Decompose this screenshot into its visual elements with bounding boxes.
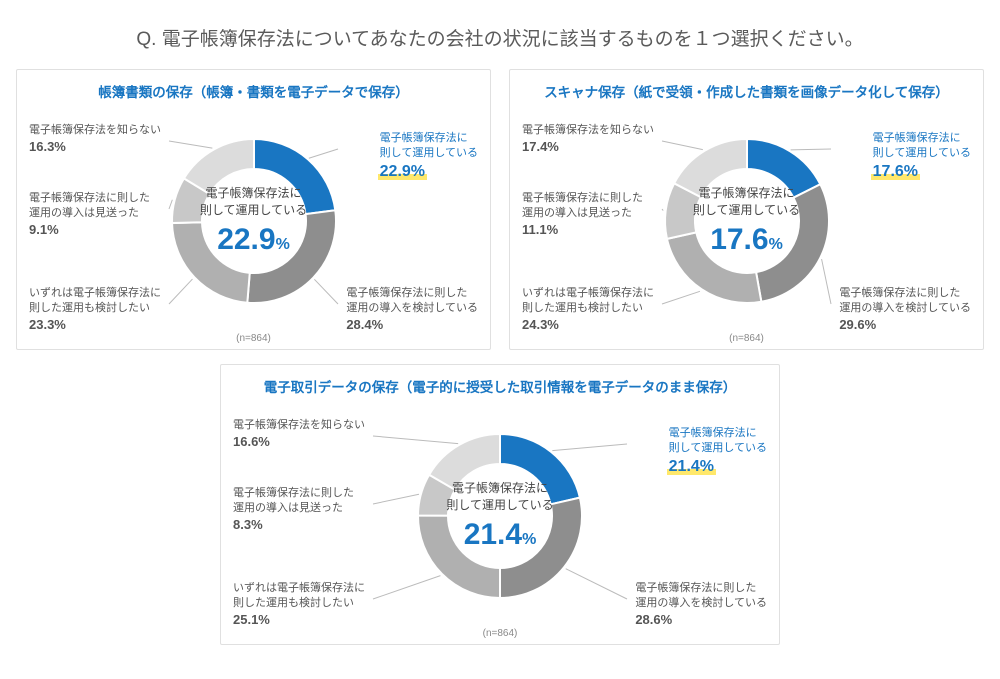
center-label: 電子帳簿保存法に則して運用している	[184, 186, 324, 220]
callout: いずれは電子帳簿保存法に則した運用も検討したい24.3%	[522, 286, 654, 333]
callout: 電子帳簿保存法に則した運用の導入は見送った9.1%	[29, 191, 150, 238]
center-label: 電子帳簿保存法に則して運用している	[430, 481, 570, 515]
callout: 電子帳簿保存法に則した運用の導入は見送った8.3%	[233, 486, 354, 533]
callout-value: 24.3%	[522, 316, 654, 334]
callout-label: いずれは電子帳簿保存法に則した運用も検討したい	[233, 581, 365, 611]
callout: 電子帳簿保存法に則した運用の導入を検討している28.6%	[635, 581, 767, 628]
callout-label: いずれは電子帳簿保存法に則した運用も検討したい	[522, 286, 654, 316]
sample-size: (n=864)	[483, 628, 518, 639]
callout-value: 16.6%	[233, 433, 365, 451]
sample-size: (n=864)	[236, 333, 271, 344]
chart-title: スキャナ保存（紙で受領・作成した書類を画像データ化して保存）	[510, 70, 983, 111]
callout-value: 11.1%	[522, 221, 643, 239]
callout-label: 電子帳簿保存法を知らない	[29, 123, 161, 138]
callout-label: 電子帳簿保存法に則した運用の導入を検討している	[635, 581, 767, 611]
callout: いずれは電子帳簿保存法に則した運用も検討したい23.3%	[29, 286, 161, 333]
callout-label: 電子帳簿保存法に則した運用の導入を検討している	[346, 286, 478, 316]
callout: 電子帳簿保存法に則して運用している22.9%	[380, 131, 478, 182]
callout-label: 電子帳簿保存法に則した運用の導入を検討している	[839, 286, 971, 316]
sample-size: (n=864)	[729, 333, 764, 344]
callout-label: 電子帳簿保存法に則した運用の導入は見送った	[233, 486, 354, 516]
center-value: 21.4%	[430, 518, 570, 552]
callout-value: 28.4%	[346, 316, 478, 334]
donut-center: 電子帳簿保存法に則して運用している21.4%	[430, 481, 570, 553]
callout-label: 電子帳簿保存法を知らない	[522, 123, 654, 138]
center-value: 22.9%	[184, 223, 324, 257]
donut-center: 電子帳簿保存法に則して運用している17.6%	[677, 186, 817, 258]
callout-value: 9.1%	[29, 221, 150, 239]
donut-center: 電子帳簿保存法に則して運用している22.9%	[184, 186, 324, 258]
callout: 電子帳簿保存法に則した運用の導入は見送った11.1%	[522, 191, 643, 238]
callout-value: 28.6%	[635, 611, 767, 629]
callout-value: 8.3%	[233, 516, 354, 534]
question-title: Q. 電子帳簿保存法についてあなたの会社の状況に該当するものを１つ選択ください。	[0, 0, 1000, 69]
chart-box: スキャナ保存（紙で受領・作成した書類を画像データ化して保存） 電子帳簿保存法に則し…	[509, 69, 984, 350]
callout: 電子帳簿保存法に則して運用している21.4%	[669, 426, 767, 477]
callout: いずれは電子帳簿保存法に則した運用も検討したい25.1%	[233, 581, 365, 628]
callout-value: 25.1%	[233, 611, 365, 629]
callout-label: 電子帳簿保存法に則した運用の導入は見送った	[522, 191, 643, 221]
chart-body: 電子帳簿保存法に則して運用している21.4%(n=864)電子帳簿保存法に則して…	[221, 406, 779, 636]
callout-value: 22.9%	[380, 161, 425, 183]
chart-body: 電子帳簿保存法に則して運用している17.6%(n=864)電子帳簿保存法に則して…	[510, 111, 983, 341]
callout: 電子帳簿保存法を知らない17.4%	[522, 123, 654, 155]
callout-label: 電子帳簿保存法に則して運用している	[669, 426, 767, 456]
callout-label: 電子帳簿保存法に則して運用している	[873, 131, 971, 161]
callout: 電子帳簿保存法に則した運用の導入を検討している29.6%	[839, 286, 971, 333]
callout: 電子帳簿保存法を知らない16.6%	[233, 418, 365, 450]
chart-box: 電子取引データの保存（電子的に授受した取引情報を電子データのまま保存） 電子帳簿保…	[220, 364, 780, 645]
chart-body: 電子帳簿保存法に則して運用している22.9%(n=864)電子帳簿保存法に則して…	[17, 111, 490, 341]
chart-row-1: 帳簿書類の保存（帳簿・書類を電子データで保存） 電子帳簿保存法に則して運用している…	[0, 69, 1000, 350]
callout: 電子帳簿保存法に則して運用している17.6%	[873, 131, 971, 182]
callout: 電子帳簿保存法に則した運用の導入を検討している28.4%	[346, 286, 478, 333]
callout-value: 21.4%	[669, 456, 714, 478]
center-label: 電子帳簿保存法に則して運用している	[677, 186, 817, 220]
callout: 電子帳簿保存法を知らない16.3%	[29, 123, 161, 155]
chart-row-2: 電子取引データの保存（電子的に授受した取引情報を電子データのまま保存） 電子帳簿保…	[0, 364, 1000, 645]
callout-value: 29.6%	[839, 316, 971, 334]
callout-label: いずれは電子帳簿保存法に則した運用も検討したい	[29, 286, 161, 316]
callout-value: 23.3%	[29, 316, 161, 334]
chart-title: 電子取引データの保存（電子的に授受した取引情報を電子データのまま保存）	[221, 365, 779, 406]
callout-value: 16.3%	[29, 138, 161, 156]
callout-value: 17.6%	[873, 161, 918, 183]
callout-value: 17.4%	[522, 138, 654, 156]
callout-label: 電子帳簿保存法を知らない	[233, 418, 365, 433]
callout-label: 電子帳簿保存法に則して運用している	[380, 131, 478, 161]
chart-box: 帳簿書類の保存（帳簿・書類を電子データで保存） 電子帳簿保存法に則して運用している…	[16, 69, 491, 350]
chart-title: 帳簿書類の保存（帳簿・書類を電子データで保存）	[17, 70, 490, 111]
callout-label: 電子帳簿保存法に則した運用の導入は見送った	[29, 191, 150, 221]
center-value: 17.6%	[677, 223, 817, 257]
